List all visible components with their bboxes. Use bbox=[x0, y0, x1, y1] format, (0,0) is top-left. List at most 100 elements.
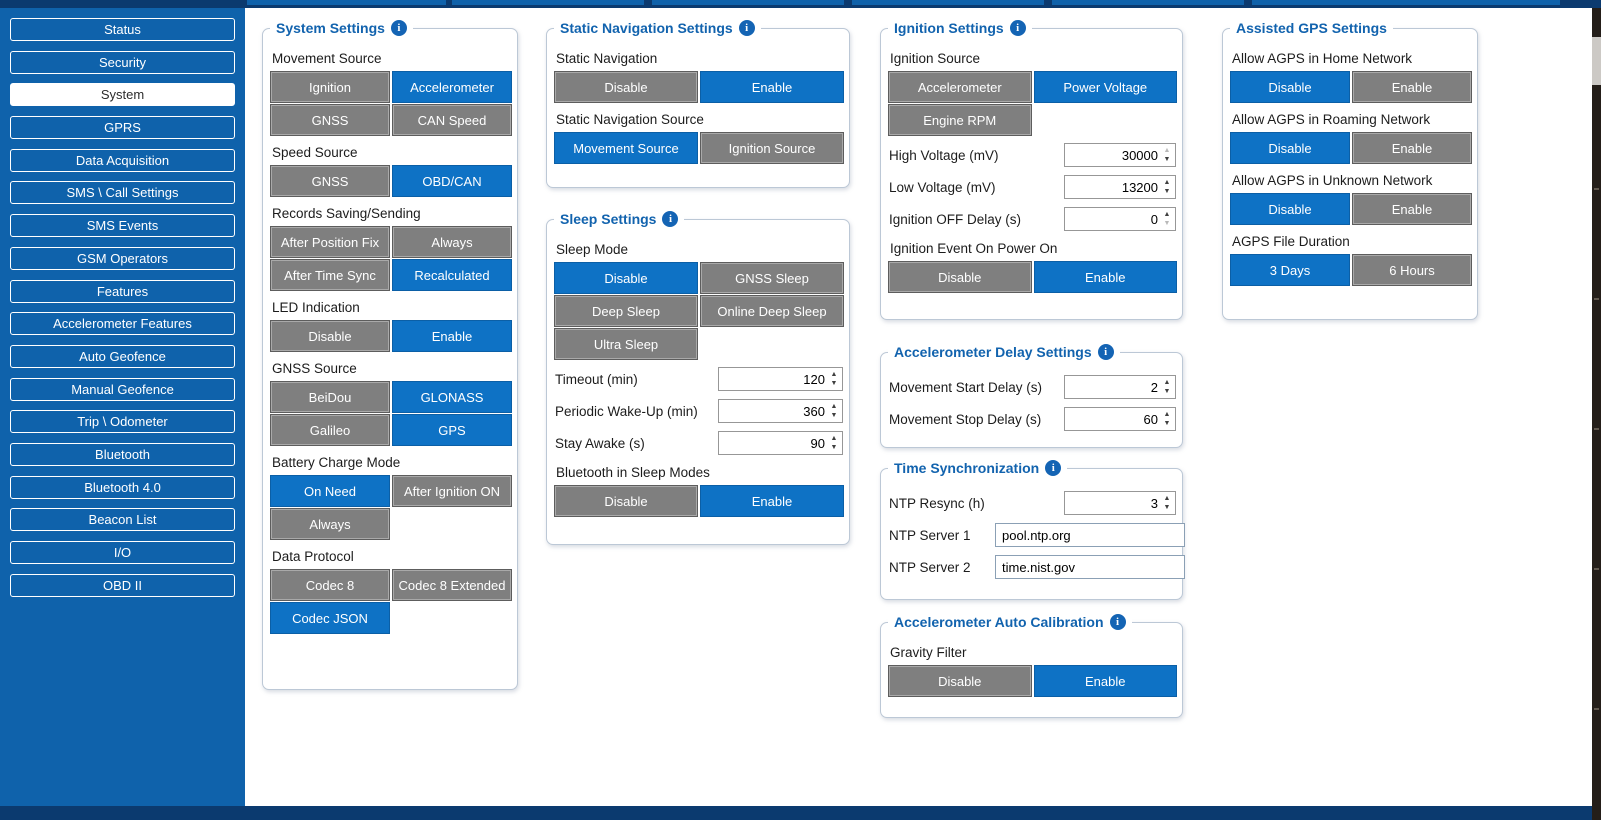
ignition-button[interactable]: Ignition bbox=[271, 72, 389, 102]
tab-remnant[interactable] bbox=[452, 0, 644, 5]
recalculated-button[interactable]: Recalculated bbox=[393, 260, 511, 290]
sidebar-item-i-o[interactable]: I/O bbox=[10, 541, 235, 564]
info-icon[interactable]: i bbox=[738, 20, 755, 36]
gnss-sleep-button[interactable]: GNSS Sleep bbox=[701, 263, 843, 293]
after-time-sync-button[interactable]: After Time Sync bbox=[271, 260, 389, 290]
enable-button[interactable]: Enable bbox=[393, 321, 511, 351]
info-icon[interactable]: i bbox=[1045, 460, 1062, 476]
enable-button[interactable]: Enable bbox=[701, 486, 843, 516]
codec-8-button[interactable]: Codec 8 bbox=[271, 570, 389, 600]
spinner-down-icon[interactable]: ▼ bbox=[1163, 388, 1171, 395]
sidebar-item-beacon-list[interactable]: Beacon List bbox=[10, 508, 235, 532]
after-ignition-on-button[interactable]: After Ignition ON bbox=[393, 476, 511, 506]
spinner-up-icon[interactable]: ▲ bbox=[830, 403, 838, 410]
gps-button[interactable]: GPS bbox=[393, 415, 511, 445]
sidebar-item-trip-odometer[interactable]: Trip \ Odometer bbox=[10, 410, 235, 434]
sidebar-item-data-acquisition[interactable]: Data Acquisition bbox=[10, 148, 235, 172]
sidebar-item-bluetooth[interactable]: Bluetooth bbox=[10, 442, 235, 466]
disable-button[interactable]: Disable bbox=[1231, 194, 1349, 224]
movement-source-button[interactable]: Movement Source bbox=[555, 133, 697, 163]
spinner-up-icon[interactable]: ▲ bbox=[1163, 179, 1171, 186]
spinner-down-icon[interactable]: ▼ bbox=[1163, 504, 1171, 511]
ntp-server-1-input[interactable] bbox=[995, 523, 1185, 547]
timeout-min-input[interactable] bbox=[719, 368, 842, 390]
ntp-resync-h-input[interactable] bbox=[1065, 492, 1175, 514]
3-days-button[interactable]: 3 Days bbox=[1231, 255, 1349, 285]
disable-button[interactable]: Disable bbox=[555, 72, 697, 102]
codec-json-button[interactable]: Codec JSON bbox=[271, 603, 389, 633]
gnss-button[interactable]: GNSS bbox=[271, 166, 389, 196]
low-voltage-mv-input[interactable] bbox=[1065, 176, 1175, 198]
stay-awake-s-input[interactable] bbox=[719, 432, 842, 454]
spinner-down-icon[interactable]: ▼ bbox=[830, 444, 838, 451]
sidebar-item-accelerometer-features[interactable]: Accelerometer Features bbox=[10, 312, 235, 336]
ntp-server-2-input[interactable] bbox=[995, 555, 1185, 579]
always-button[interactable]: Always bbox=[271, 509, 389, 539]
info-icon[interactable]: i bbox=[1097, 344, 1114, 360]
glonass-button[interactable]: GLONASS bbox=[393, 382, 511, 412]
sidebar-item-bluetooth-4-0[interactable]: Bluetooth 4.0 bbox=[10, 475, 235, 499]
spinner-up-icon[interactable]: ▲ bbox=[1163, 211, 1171, 218]
tab-remnant[interactable] bbox=[1052, 0, 1244, 5]
on-need-button[interactable]: On Need bbox=[271, 476, 389, 506]
tab-remnant[interactable] bbox=[652, 0, 844, 5]
online-deep-sleep-button[interactable]: Online Deep Sleep bbox=[701, 296, 843, 326]
ignition-source-button[interactable]: Ignition Source bbox=[701, 133, 843, 163]
disable-button[interactable]: Disable bbox=[889, 666, 1031, 696]
sidebar-item-gprs[interactable]: GPRS bbox=[10, 116, 235, 140]
obd-can-button[interactable]: OBD/CAN bbox=[393, 166, 511, 196]
6-hours-button[interactable]: 6 Hours bbox=[1353, 255, 1471, 285]
enable-button[interactable]: Enable bbox=[1353, 194, 1471, 224]
enable-button[interactable]: Enable bbox=[1353, 133, 1471, 163]
enable-button[interactable]: Enable bbox=[1034, 262, 1176, 292]
ignition-off-delay-s-input[interactable] bbox=[1065, 208, 1175, 230]
disable-button[interactable]: Disable bbox=[555, 263, 697, 293]
sidebar-item-status[interactable]: Status bbox=[10, 18, 235, 41]
sidebar-item-obd-ii[interactable]: OBD II bbox=[10, 573, 235, 597]
sidebar-item-security[interactable]: Security bbox=[10, 50, 235, 74]
spinner-down-icon[interactable]: ▼ bbox=[1163, 156, 1171, 163]
accelerometer-button[interactable]: Accelerometer bbox=[393, 72, 511, 102]
galileo-button[interactable]: Galileo bbox=[271, 415, 389, 445]
codec-8-extended-button[interactable]: Codec 8 Extended bbox=[393, 570, 511, 600]
spinner-down-icon[interactable]: ▼ bbox=[830, 412, 838, 419]
deep-sleep-button[interactable]: Deep Sleep bbox=[555, 296, 697, 326]
sidebar-item-gsm-operators[interactable]: GSM Operators bbox=[10, 246, 235, 270]
sidebar-item-auto-geofence[interactable]: Auto Geofence bbox=[10, 344, 235, 368]
disable-button[interactable]: Disable bbox=[271, 321, 389, 351]
spinner-up-icon[interactable]: ▲ bbox=[1163, 379, 1171, 386]
spinner-down-icon[interactable]: ▼ bbox=[1163, 220, 1171, 227]
periodic-wake-up-min-input[interactable] bbox=[719, 400, 842, 422]
spinner-up-icon[interactable]: ▲ bbox=[830, 371, 838, 378]
enable-button[interactable]: Enable bbox=[1353, 72, 1471, 102]
sidebar-item-sms-events[interactable]: SMS Events bbox=[10, 214, 235, 238]
spinner-down-icon[interactable]: ▼ bbox=[1163, 188, 1171, 195]
spinner-up-icon[interactable]: ▲ bbox=[1163, 147, 1171, 154]
enable-button[interactable]: Enable bbox=[1034, 666, 1176, 696]
info-icon[interactable]: i bbox=[1109, 614, 1126, 630]
sidebar-item-features[interactable]: Features bbox=[10, 279, 235, 303]
info-icon[interactable]: i bbox=[662, 211, 679, 227]
ultra-sleep-button[interactable]: Ultra Sleep bbox=[555, 329, 697, 359]
after-position-fix-button[interactable]: After Position Fix bbox=[271, 227, 389, 257]
movement-stop-delay-s-input[interactable] bbox=[1065, 408, 1175, 430]
sidebar-item-manual-geofence[interactable]: Manual Geofence bbox=[10, 377, 235, 401]
tab-remnant[interactable] bbox=[852, 0, 1044, 5]
sidebar-item-sms-call-settings[interactable]: SMS \ Call Settings bbox=[10, 181, 235, 205]
sidebar-item-system[interactable]: System bbox=[10, 83, 235, 107]
enable-button[interactable]: Enable bbox=[701, 72, 843, 102]
movement-start-delay-s-input[interactable] bbox=[1065, 376, 1175, 398]
gnss-button[interactable]: GNSS bbox=[271, 105, 389, 135]
spinner-down-icon[interactable]: ▼ bbox=[1163, 420, 1171, 427]
high-voltage-mv-input[interactable] bbox=[1065, 144, 1175, 166]
disable-button[interactable]: Disable bbox=[1231, 72, 1349, 102]
disable-button[interactable]: Disable bbox=[889, 262, 1031, 292]
disable-button[interactable]: Disable bbox=[555, 486, 697, 516]
engine-rpm-button[interactable]: Engine RPM bbox=[889, 105, 1031, 135]
beidou-button[interactable]: BeiDou bbox=[271, 382, 389, 412]
spinner-down-icon[interactable]: ▼ bbox=[830, 380, 838, 387]
info-icon[interactable]: i bbox=[390, 20, 407, 36]
tab-remnant[interactable] bbox=[247, 0, 446, 5]
can-speed-button[interactable]: CAN Speed bbox=[393, 105, 511, 135]
spinner-up-icon[interactable]: ▲ bbox=[830, 435, 838, 442]
